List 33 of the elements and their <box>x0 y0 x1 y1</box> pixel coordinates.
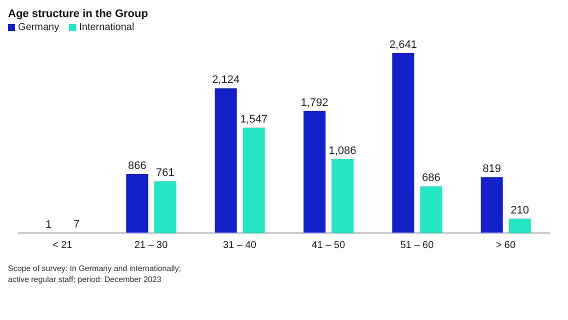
data-label: 1,086 <box>328 144 356 157</box>
data-label: 866 <box>128 160 146 172</box>
data-label: 2,641 <box>389 39 417 51</box>
bar <box>420 186 442 233</box>
x-tick-label: 21 – 30 <box>134 240 168 252</box>
data-label: 1,792 <box>300 96 328 109</box>
data-label: 761 <box>156 167 174 180</box>
bar <box>242 128 265 233</box>
data-label: 7 <box>73 218 80 231</box>
data-label: 819 <box>482 163 502 176</box>
x-tick-label: < 21 <box>52 240 73 252</box>
legend-label: Germany <box>17 22 60 33</box>
data-label: 1 <box>45 218 52 231</box>
data-label: 686 <box>422 172 440 184</box>
bar <box>126 174 148 233</box>
x-tick-label: > 60 <box>496 240 516 252</box>
data-label: 2,124 <box>212 74 240 86</box>
bar <box>304 110 326 233</box>
bar <box>480 177 503 233</box>
x-tick-label: 31 – 40 <box>222 240 257 252</box>
data-label: 1,547 <box>240 114 268 126</box>
text: Scope of survey: In Germany and internationally; <box>8 263 182 274</box>
data-label: 210 <box>510 204 530 217</box>
bar <box>214 88 237 233</box>
text: active regular staff; period: December 2023 <box>8 274 162 285</box>
legend-label: International <box>78 22 134 33</box>
x-tick-label: 51 – 60 <box>400 240 434 252</box>
bar <box>508 218 531 233</box>
bar <box>392 53 414 233</box>
chart-title: Age structure in the Group <box>8 8 149 20</box>
x-tick-label: 41 – 50 <box>312 240 346 252</box>
bar <box>154 181 176 233</box>
bar <box>332 158 354 233</box>
